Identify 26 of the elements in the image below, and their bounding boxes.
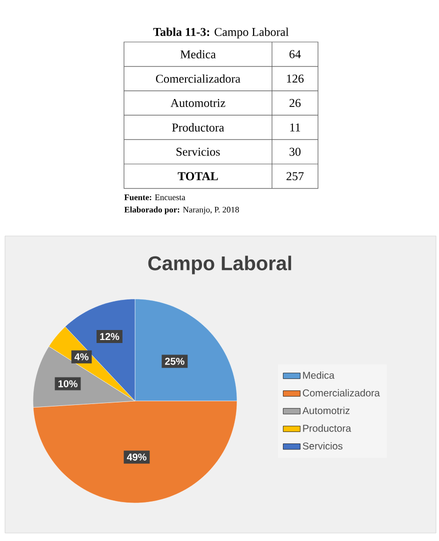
- text: Fuente: Encuesta: [124, 194, 186, 200]
- chart-title: Campo Laboral: [148, 256, 292, 274]
- text: 30: [290, 148, 301, 156]
- legend-label: Productora: [303, 424, 352, 432]
- text: 11: [290, 123, 300, 132]
- data-label: 10%: [58, 380, 78, 388]
- data-label: 49%: [126, 454, 146, 461]
- text: 26: [290, 98, 301, 108]
- data-label: 12%: [100, 333, 120, 340]
- text: 126: [287, 74, 304, 83]
- legend-label: Medica: [303, 371, 334, 379]
- text: 257: [286, 172, 304, 180]
- legend-label: Servicios: [302, 442, 342, 450]
- data-label: 4%: [74, 353, 88, 360]
- text: TOTAL: [178, 172, 218, 180]
- category-label: Servicios: [176, 148, 220, 156]
- legend-label: Automotriz: [302, 406, 350, 414]
- category-label: Productora: [172, 123, 224, 132]
- text: 64: [290, 50, 301, 58]
- text: Elaborado por: Naranjo, P. 2018: [124, 206, 239, 214]
- legend-label: Comercializadora: [302, 389, 380, 396]
- category-label: Medica: [180, 50, 216, 58]
- text: Tabla 11-3: Campo Laboral: [153, 28, 289, 38]
- data-label: 25%: [165, 358, 184, 365]
- category-label: Comercializadora: [156, 74, 240, 83]
- category-label: Automotriz: [170, 98, 226, 108]
